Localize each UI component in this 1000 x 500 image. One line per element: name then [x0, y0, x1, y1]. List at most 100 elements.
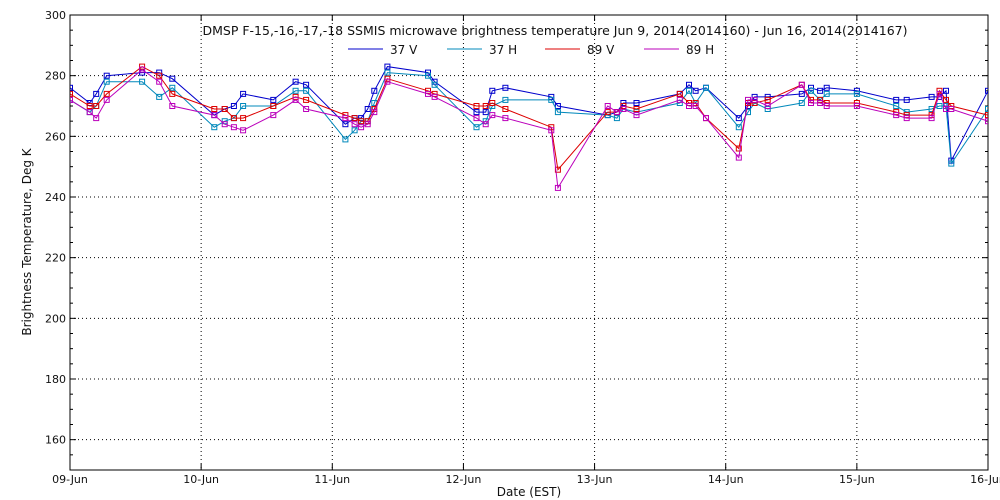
data-point-37-h: [156, 93, 163, 100]
data-point-89-v: [489, 100, 496, 106]
x-axis-label: Date (EST): [497, 485, 561, 499]
data-point-89-h: [169, 103, 176, 109]
data-point-37-v: [903, 96, 910, 103]
data-point-89-v: [303, 96, 310, 103]
data-point-37-v: [928, 93, 935, 100]
data-point-37-h: [211, 124, 218, 131]
data-point-37-h: [676, 100, 683, 106]
data-point-89-h: [703, 115, 709, 122]
data-point-37-v: [270, 96, 277, 103]
data-point-37-h: [431, 81, 438, 88]
data-point-89-h: [936, 90, 943, 97]
data-point-89-h: [554, 184, 561, 191]
data-point-89-v: [70, 90, 73, 97]
data-point-37-v: [893, 96, 900, 103]
data-point-89-v: [230, 115, 237, 122]
data-point-37-h: [292, 87, 299, 94]
data-point-89-h: [270, 112, 277, 119]
data-point-89-h: [676, 96, 683, 103]
data-point-37-h: [342, 136, 349, 143]
y-tick-label: 220: [45, 252, 66, 265]
chart-title: DMSP F-15,-16,-17,-18 SSMIS microwave br…: [203, 23, 908, 38]
series-line-37-v: [70, 66, 988, 163]
y-tick-label: 240: [45, 191, 66, 204]
data-point-89-h: [70, 96, 73, 103]
data-point-37-v: [358, 115, 365, 122]
data-point-89-h: [431, 93, 438, 100]
data-point-89-v: [169, 90, 176, 97]
data-point-37-h: [686, 87, 692, 94]
data-point-37-v: [489, 87, 496, 94]
data-point-89-v: [502, 106, 509, 112]
data-point-37-v: [823, 84, 830, 91]
data-point-37-h: [745, 109, 751, 116]
data-point-89-v: [764, 96, 771, 103]
data-point-37-h: [103, 78, 110, 85]
data-point-89-h: [230, 124, 237, 131]
data-point-37-h: [139, 78, 146, 85]
data-point-37-v: [240, 90, 247, 97]
data-point-37-v: [943, 87, 949, 94]
data-point-89-v: [351, 115, 358, 122]
data-point-89-h: [853, 103, 860, 109]
x-tick-label: 09-Jun: [52, 473, 88, 486]
data-point-89-v: [425, 87, 431, 94]
data-point-37-h: [823, 90, 830, 97]
data-point-37-h: [473, 124, 480, 131]
data-point-89-h: [93, 115, 100, 122]
data-point-37-v: [482, 109, 489, 116]
data-point-37-v: [985, 87, 988, 94]
data-point-37-h: [798, 100, 805, 106]
data-point-37-v: [342, 121, 349, 128]
y-axis-label: Brightness Temperature, Deg K: [20, 147, 34, 335]
data-point-37-v: [633, 100, 640, 106]
data-point-37-v: [371, 87, 378, 94]
data-point-89-v: [86, 103, 93, 109]
data-point-89-h: [817, 100, 824, 106]
data-point-89-h: [292, 96, 299, 103]
tick-labels: 09-Jun 10-Jun 11-Jun 12-Jun 13-Jun 14-Jun 15-J…: [45, 9, 1000, 486]
data-point-37-h: [548, 96, 555, 103]
data-point-89-h: [735, 154, 742, 161]
data-point-89-h: [808, 100, 814, 106]
data-point-89-h: [903, 115, 910, 122]
data-point-89-h: [303, 106, 310, 112]
data-point-89-h: [489, 112, 496, 119]
data-point-89-h: [893, 112, 900, 119]
data-point-89-v: [604, 109, 611, 116]
grid: [70, 15, 988, 470]
data-point-89-h: [482, 121, 489, 128]
data-point-89-h: [745, 96, 751, 103]
data-point-89-v: [103, 90, 110, 97]
data-point-37-v: [425, 69, 431, 76]
data-point-37-v: [502, 84, 509, 91]
data-point-89-v: [93, 103, 100, 109]
data-point-37-v: [384, 63, 391, 70]
data-point-89-v: [221, 106, 228, 112]
data-point-37-h: [384, 69, 391, 76]
data-point-37-v: [303, 81, 310, 88]
data-point-89-h: [764, 103, 771, 109]
data-point-89-h: [364, 121, 371, 128]
data-point-37-h: [351, 127, 358, 134]
y-tick-label: 180: [45, 373, 66, 386]
data-point-89-v: [270, 103, 277, 109]
x-tick-label: 11-Jun: [314, 473, 350, 486]
y-tick-label: 300: [45, 9, 66, 22]
data-point-89-h: [371, 109, 378, 116]
y-tick-label: 200: [45, 312, 66, 325]
data-point-37-v: [156, 69, 163, 76]
data-point-37-v: [292, 78, 299, 85]
data-point-89-v: [735, 145, 742, 152]
data-point-37-v: [169, 75, 176, 82]
legend-label-37-v: 37 V: [390, 43, 418, 57]
x-tick-label: 13-Jun: [577, 473, 613, 486]
data-point-89-v: [240, 115, 247, 122]
data-point-37-v: [798, 90, 805, 97]
data-point-89-h: [613, 109, 620, 116]
x-tick-label: 15-Jun: [839, 473, 875, 486]
legend-label-89-v: 89 V: [587, 43, 615, 57]
series-layer: [70, 63, 988, 191]
data-point-89-h: [221, 121, 228, 128]
